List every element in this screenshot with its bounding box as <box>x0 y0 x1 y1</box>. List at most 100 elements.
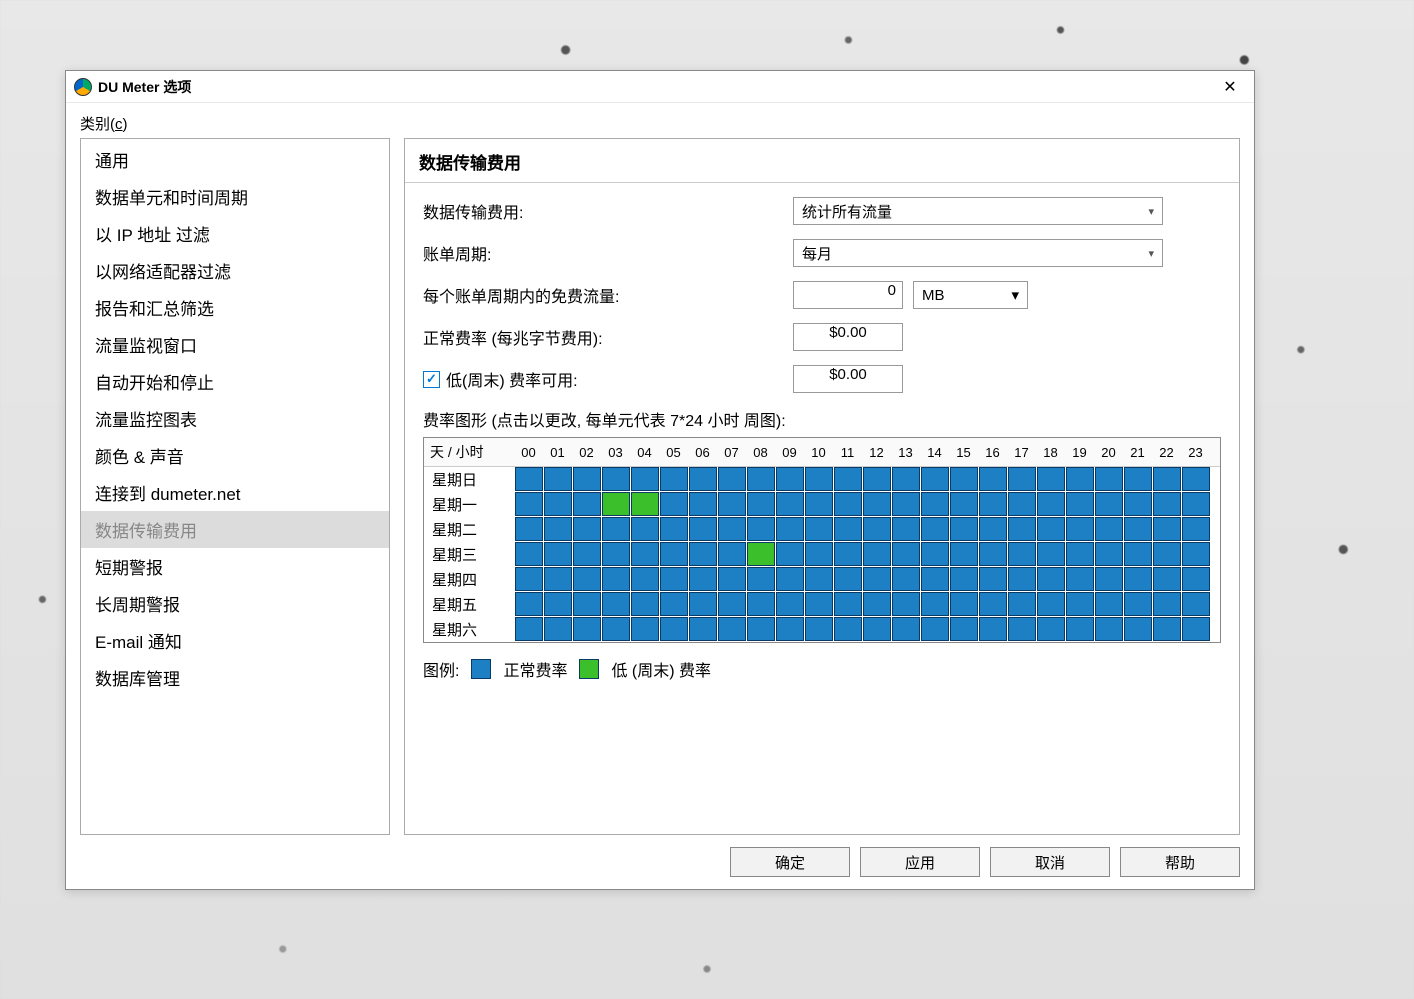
sidebar-item[interactable]: 流量监视窗口 <box>81 326 389 363</box>
rate-cell[interactable] <box>1182 542 1210 566</box>
rate-cell[interactable] <box>979 592 1007 616</box>
rate-cell[interactable] <box>631 617 659 641</box>
rate-cell[interactable] <box>573 542 601 566</box>
rate-cell[interactable] <box>950 492 978 516</box>
rate-cell[interactable] <box>544 542 572 566</box>
rate-cell[interactable] <box>660 567 688 591</box>
sidebar-item[interactable]: 长周期警报 <box>81 585 389 622</box>
rate-cell[interactable] <box>892 467 920 491</box>
rate-cell[interactable] <box>776 617 804 641</box>
rate-cell[interactable] <box>1182 517 1210 541</box>
rate-cell[interactable] <box>805 617 833 641</box>
rate-cell[interactable] <box>979 542 1007 566</box>
rate-cell[interactable] <box>1095 467 1123 491</box>
rate-cell[interactable] <box>921 492 949 516</box>
rate-cell[interactable] <box>573 592 601 616</box>
rate-cell[interactable] <box>834 467 862 491</box>
apply-button[interactable]: 应用 <box>860 847 980 877</box>
rate-cell[interactable] <box>1037 567 1065 591</box>
rate-cell[interactable] <box>1095 592 1123 616</box>
rate-cell[interactable] <box>921 467 949 491</box>
rate-cell[interactable] <box>950 467 978 491</box>
rate-cell[interactable] <box>747 617 775 641</box>
rate-cell[interactable] <box>1124 567 1152 591</box>
rate-cell[interactable] <box>1124 517 1152 541</box>
rate-cell[interactable] <box>1037 492 1065 516</box>
rate-cell[interactable] <box>1095 617 1123 641</box>
rate-cell[interactable] <box>602 492 630 516</box>
rate-cell[interactable] <box>776 567 804 591</box>
sidebar-item[interactable]: 自动开始和停止 <box>81 363 389 400</box>
rate-cell[interactable] <box>1008 542 1036 566</box>
rate-cell[interactable] <box>602 517 630 541</box>
rate-cell[interactable] <box>1037 617 1065 641</box>
rate-cell[interactable] <box>515 617 543 641</box>
rate-cell[interactable] <box>689 492 717 516</box>
rate-cell[interactable] <box>515 467 543 491</box>
rate-cell[interactable] <box>573 617 601 641</box>
rate-cell[interactable] <box>950 542 978 566</box>
rate-cell[interactable] <box>776 492 804 516</box>
rate-cell[interactable] <box>1182 467 1210 491</box>
rate-cell[interactable] <box>1066 542 1094 566</box>
rate-cell[interactable] <box>1124 492 1152 516</box>
rate-cell[interactable] <box>1124 617 1152 641</box>
rate-cell[interactable] <box>834 567 862 591</box>
rate-cell[interactable] <box>602 592 630 616</box>
rate-cell[interactable] <box>863 542 891 566</box>
rate-cell[interactable] <box>776 467 804 491</box>
rate-cell[interactable] <box>631 542 659 566</box>
free-traffic-unit-select[interactable]: MB ▾ <box>913 281 1028 309</box>
rate-cell[interactable] <box>1037 517 1065 541</box>
rate-cell[interactable] <box>979 492 1007 516</box>
rate-cell[interactable] <box>892 517 920 541</box>
rate-cell[interactable] <box>1008 517 1036 541</box>
rate-cell[interactable] <box>602 467 630 491</box>
rate-cell[interactable] <box>544 492 572 516</box>
rate-cell[interactable] <box>1153 592 1181 616</box>
rate-cell[interactable] <box>921 592 949 616</box>
rate-cell[interactable] <box>834 617 862 641</box>
rate-cell[interactable] <box>718 617 746 641</box>
rate-cell[interactable] <box>805 517 833 541</box>
rate-cell[interactable] <box>1095 492 1123 516</box>
rate-cell[interactable] <box>834 542 862 566</box>
rate-cell[interactable] <box>1182 617 1210 641</box>
rate-cell[interactable] <box>892 542 920 566</box>
rate-cell[interactable] <box>1066 492 1094 516</box>
rate-cell[interactable] <box>544 617 572 641</box>
sidebar-item[interactable]: E-mail 通知 <box>81 622 389 659</box>
rate-cell[interactable] <box>573 567 601 591</box>
rate-cell[interactable] <box>805 542 833 566</box>
rate-cell[interactable] <box>660 492 688 516</box>
rate-cell[interactable] <box>689 517 717 541</box>
rate-cell[interactable] <box>979 617 1007 641</box>
rate-cell[interactable] <box>631 492 659 516</box>
rate-cell[interactable] <box>631 567 659 591</box>
rate-cell[interactable] <box>1066 592 1094 616</box>
rate-cell[interactable] <box>1124 542 1152 566</box>
rate-cell[interactable] <box>747 592 775 616</box>
rate-cell[interactable] <box>660 542 688 566</box>
rate-cell[interactable] <box>979 517 1007 541</box>
rate-cell[interactable] <box>892 617 920 641</box>
rate-cell[interactable] <box>544 467 572 491</box>
low-rate-input[interactable]: $0.00 <box>793 365 903 393</box>
rate-cell[interactable] <box>515 517 543 541</box>
rate-cell[interactable] <box>921 542 949 566</box>
cancel-button[interactable]: 取消 <box>990 847 1110 877</box>
normal-rate-input[interactable]: $0.00 <box>793 323 903 351</box>
rate-cell[interactable] <box>515 592 543 616</box>
rate-cell[interactable] <box>747 467 775 491</box>
rate-cell[interactable] <box>1124 467 1152 491</box>
rate-cell[interactable] <box>1182 592 1210 616</box>
rate-cell[interactable] <box>1037 592 1065 616</box>
rate-cell[interactable] <box>863 492 891 516</box>
rate-cell[interactable] <box>602 617 630 641</box>
rate-cell[interactable] <box>1124 592 1152 616</box>
rate-cell[interactable] <box>950 567 978 591</box>
rate-cell[interactable] <box>921 617 949 641</box>
rate-cell[interactable] <box>718 567 746 591</box>
rate-cell[interactable] <box>602 567 630 591</box>
rate-cell[interactable] <box>776 542 804 566</box>
